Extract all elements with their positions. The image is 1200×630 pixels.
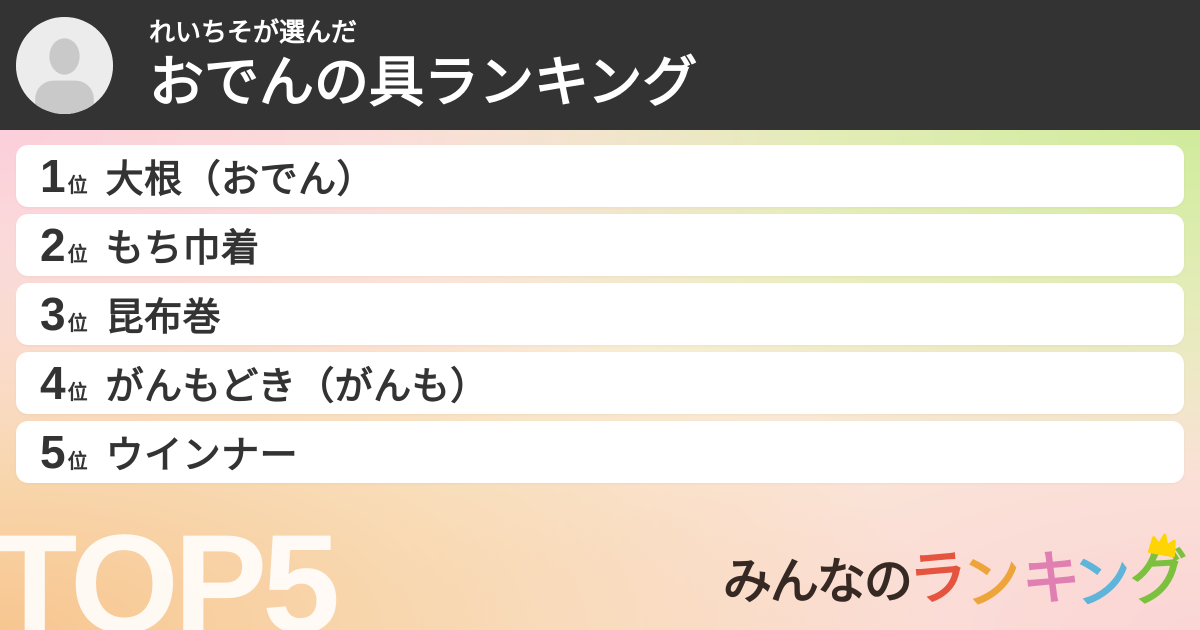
page-title: おでんの具ランキング [149,50,698,113]
rank-number: 4 [40,357,66,409]
header-text: れいちそが選んだ おでんの具ランキング [149,16,697,114]
rank-suffix: 位 [67,244,88,266]
chooser-subtitle: れいちそが選んだ [149,17,358,48]
crown-icon [1144,530,1182,560]
logo-prefix-text: みんなの [722,555,913,609]
rank-suffix: 位 [67,313,88,335]
ranking-row-4[interactable]: 4 位 がんもどき（がんも） [16,352,1184,414]
rank-number: 2 [40,219,66,271]
rank-suffix: 位 [67,175,88,197]
ranking-row-3[interactable]: 3 位 昆布巻 [16,283,1184,345]
person-silhouette-icon [16,16,113,114]
rank-number: 3 [40,288,66,340]
item-name: 昆布巻 [105,297,222,339]
rank-number: 5 [40,426,66,478]
item-name: がんもどき（がんも） [105,366,489,408]
logo-letter-ra: ラ [906,543,968,614]
logo-letter-n1: ン [958,544,1024,618]
logo-letter-n2: ン [1069,544,1134,617]
item-name: 大根（おでん） [105,159,376,201]
item-name: ウインナー [105,435,299,477]
top5-watermark: TOP5 [0,505,340,630]
rank-suffix: 位 [67,382,88,404]
minna-no-ranking-logo[interactable]: みんなのランキング [722,533,1187,617]
ranking-row-1[interactable]: 1 位 大根（おでん） [16,145,1184,207]
ranking-list: 1 位 大根（おでん） 2 位 もち巾着 3 位 昆布巻 4 位 がんもどき（が… [0,130,1200,483]
user-avatar[interactable] [16,16,113,114]
ranking-row-2[interactable]: 2 位 もち巾着 [16,214,1184,276]
rank-suffix: 位 [67,451,88,473]
item-name: もち巾着 [105,228,260,270]
ranking-body: 1 位 大根（おでん） 2 位 もち巾着 3 位 昆布巻 4 位 がんもどき（が… [0,130,1200,630]
header: れいちそが選んだ おでんの具ランキング [0,0,1200,130]
rank-number: 1 [40,150,66,202]
ranking-row-5[interactable]: 5 位 ウインナー [16,421,1184,483]
